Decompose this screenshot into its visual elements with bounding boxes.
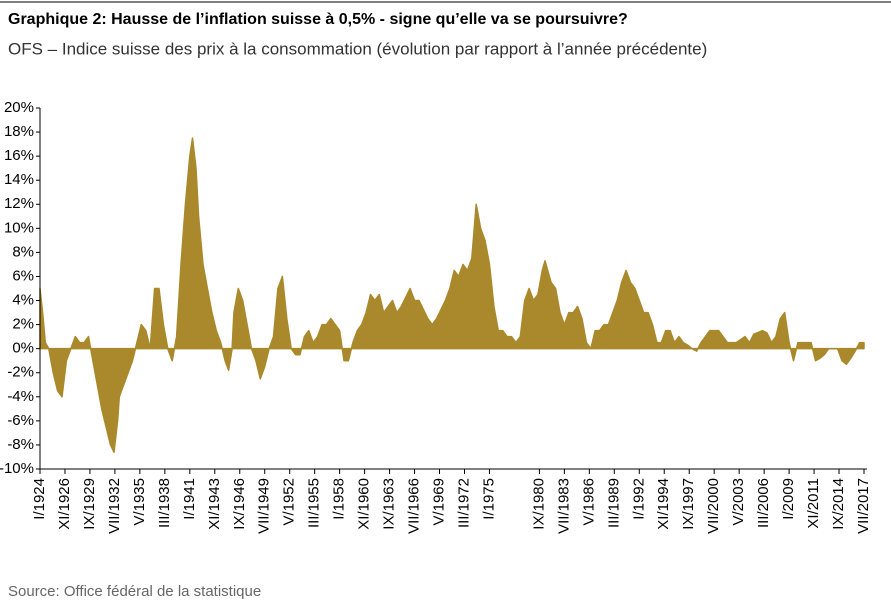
x-tick-label: IX/2014	[830, 478, 847, 530]
y-tick-label: 2%	[12, 316, 34, 333]
x-tick-label: VII/2000	[705, 478, 722, 534]
x-tick-label: IX/1946	[231, 478, 248, 530]
y-tick-label: 0%	[12, 340, 34, 357]
x-tick-label: III/1972	[455, 478, 472, 528]
x-tick-label: XI/1926	[56, 478, 73, 530]
x-tick-label: IX/1997	[680, 478, 697, 530]
x-tick-label: VII/1932	[106, 478, 123, 534]
x-tick-label: V/1986	[580, 478, 597, 526]
x-tick-label: XI/2011	[805, 478, 822, 529]
chart-subtitle: OFS – Indice suisse des prix à la consom…	[8, 39, 707, 58]
y-tick-label: 18%	[4, 123, 34, 140]
y-tick-label: 12%	[4, 195, 34, 212]
x-tick-label: IX/1929	[81, 478, 98, 530]
x-tick-label: XI/1943	[206, 478, 223, 530]
x-tick-label: I/1924	[31, 478, 48, 520]
y-tick-label: 6%	[12, 267, 34, 284]
x-tick-label: XI/1960	[356, 478, 373, 530]
x-tick-label: I/1975	[480, 478, 497, 520]
x-tick-label: IX/1963	[381, 478, 398, 530]
y-tick-label: 20%	[4, 99, 34, 116]
x-tick-label: VII/1983	[555, 478, 572, 534]
y-tick-label: -10%	[0, 460, 34, 477]
x-tick-label: I/1941	[181, 478, 198, 520]
x-tick-label: I/1992	[630, 478, 647, 520]
x-tick-label: III/1955	[306, 478, 323, 528]
x-tick-label: VII/1966	[405, 478, 422, 534]
x-tick-label: V/1952	[281, 478, 298, 526]
x-tick-label: VII/1949	[256, 478, 273, 534]
y-tick-label: -6%	[7, 412, 34, 429]
y-tick-label: -2%	[7, 364, 34, 381]
x-tick-label: XI/1994	[655, 478, 672, 530]
area	[39, 137, 865, 453]
y-tick-label: 16%	[4, 147, 34, 164]
source: Source: Office fédéral de la statistique	[8, 583, 261, 600]
x-tick-label: V/2003	[730, 478, 747, 526]
chart-title: Graphique 2: Hausse de l’inflation suiss…	[8, 11, 628, 28]
x-tick-label: IX/1980	[530, 478, 547, 530]
x-tick-label: I/2009	[780, 478, 797, 520]
x-tick-label: V/1969	[430, 478, 447, 526]
y-tick-label: 10%	[4, 219, 34, 236]
x-tick-label: III/2006	[755, 478, 772, 528]
x-tick-label: III/1938	[156, 478, 173, 528]
x-tick-label: I/1958	[331, 478, 348, 520]
y-tick-label: 8%	[12, 243, 34, 260]
y-tick-label: 14%	[4, 171, 34, 188]
x-tick-label: V/1935	[131, 478, 148, 526]
y-tick-label: -8%	[7, 436, 34, 453]
x-tick-label: VII/2017	[855, 478, 872, 534]
y-tick-label: -4%	[7, 388, 34, 405]
y-tick-label: 4%	[12, 292, 34, 309]
x-tick-label: III/1989	[605, 478, 622, 528]
